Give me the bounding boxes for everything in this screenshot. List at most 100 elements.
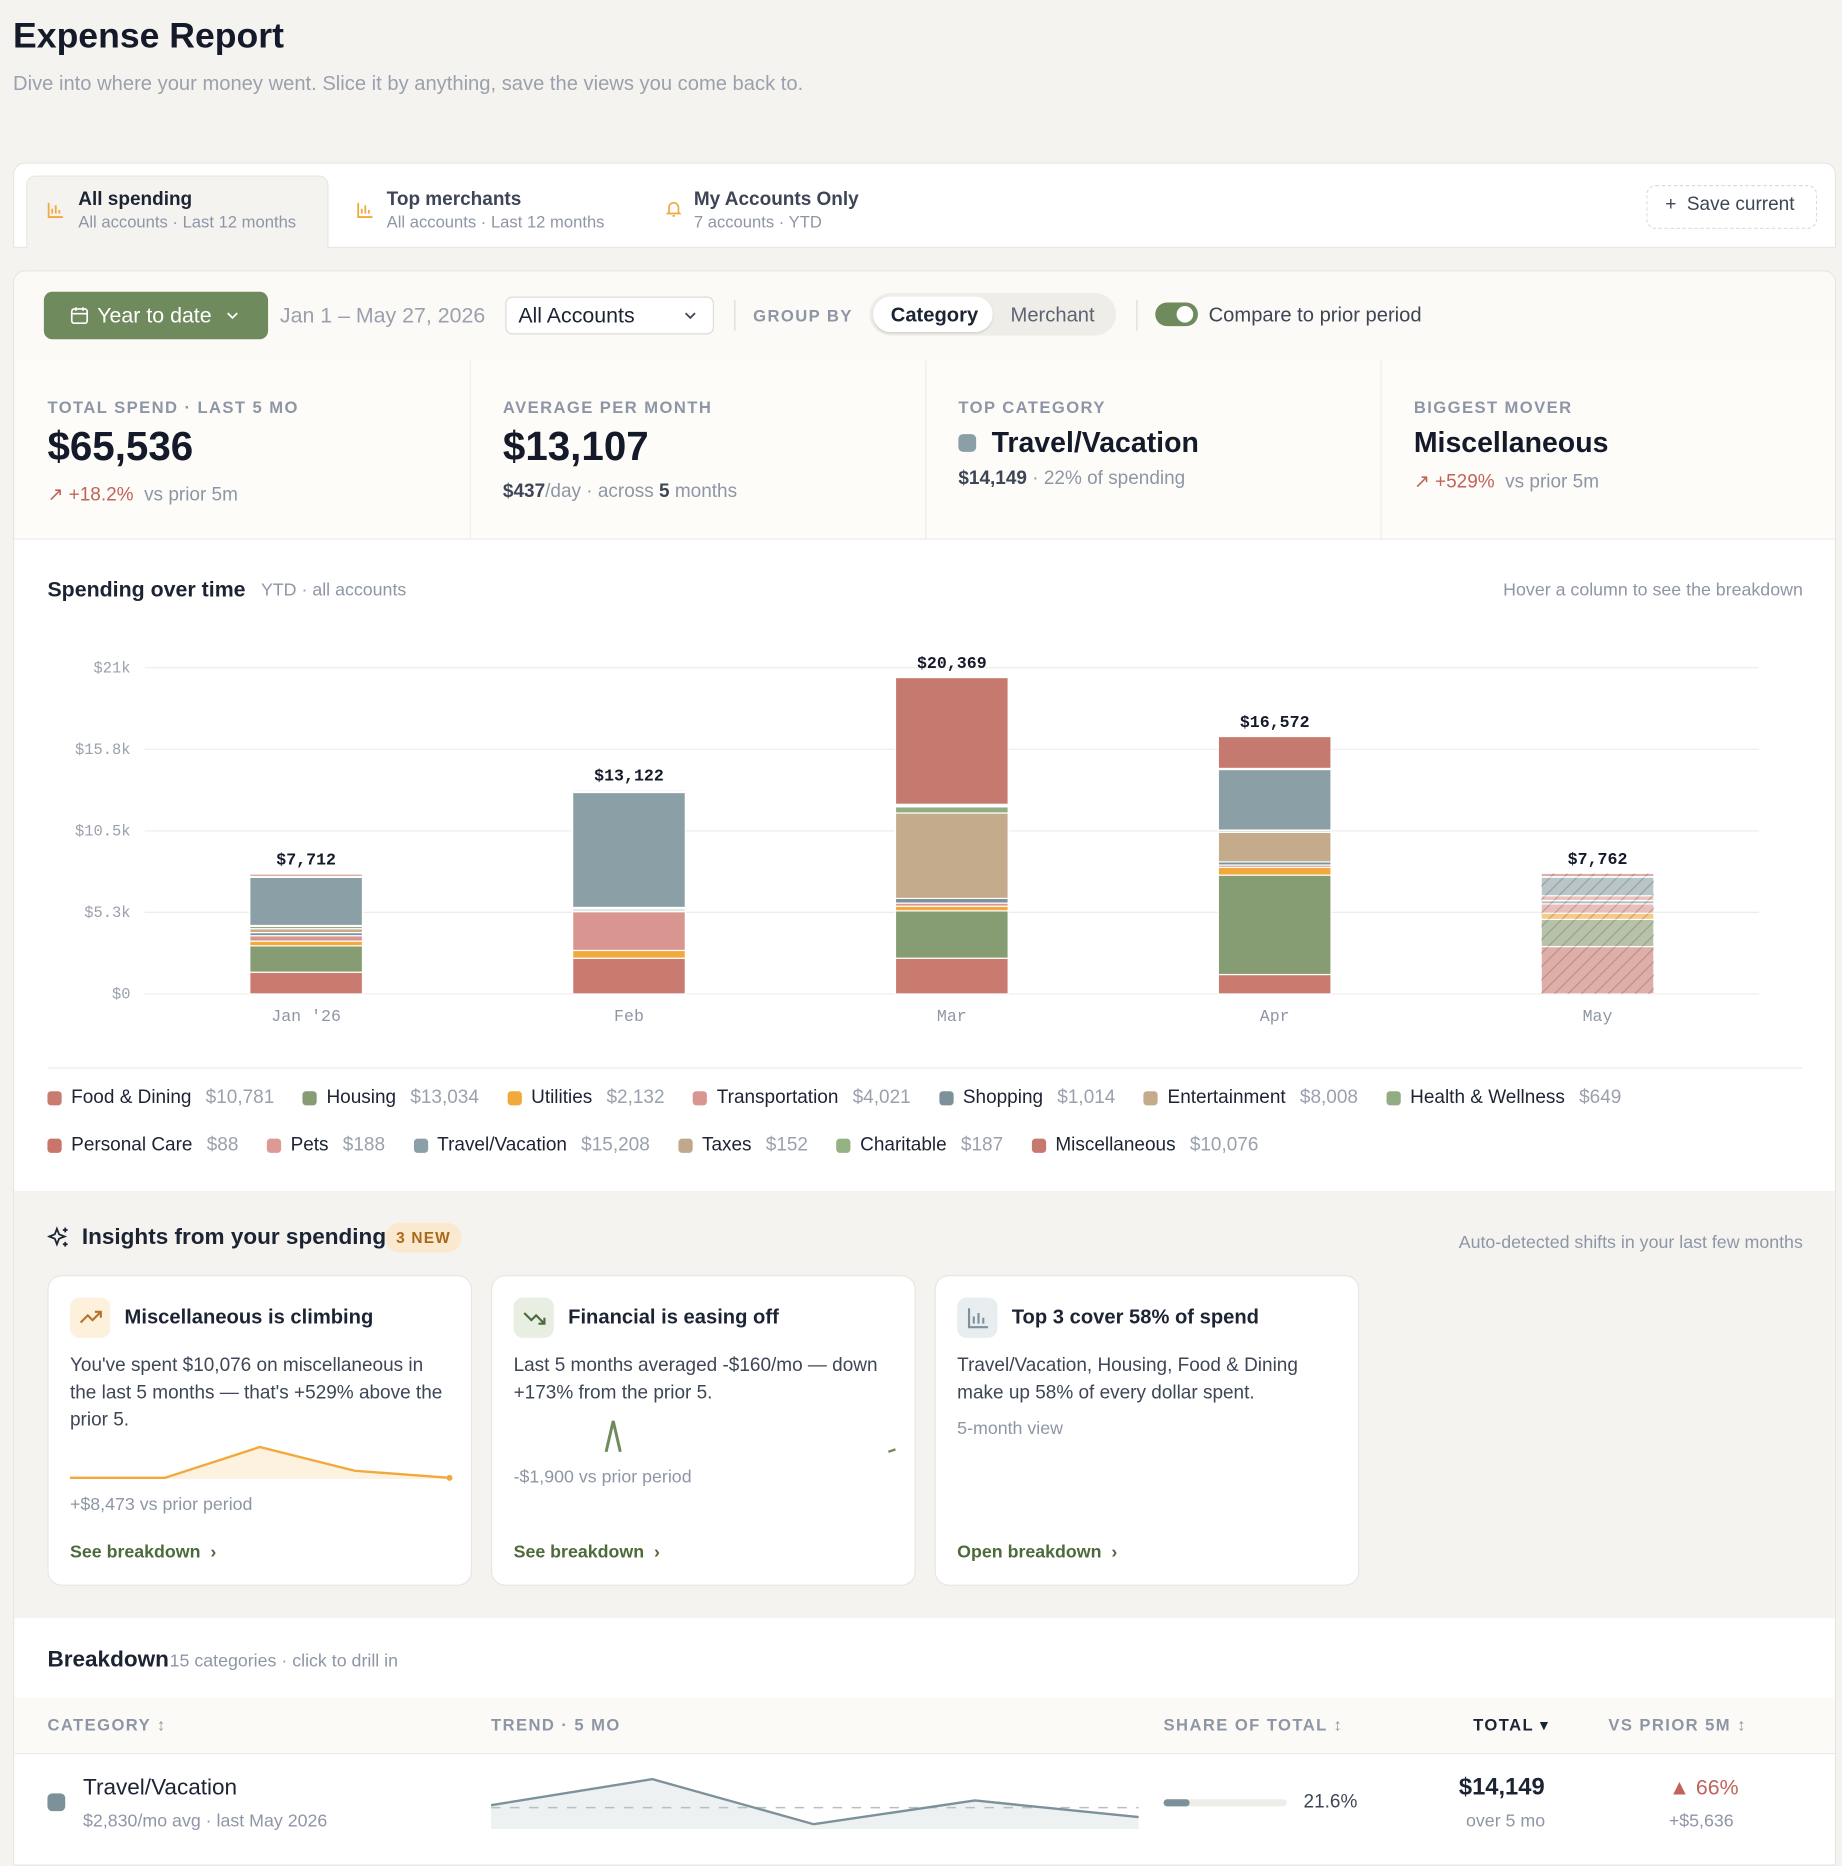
accounts-label[interactable]: All Accounts: [518, 304, 634, 329]
column-header[interactable]: CATEGORY ↕: [47, 1715, 166, 1734]
legend-value: $4,021: [853, 1088, 911, 1109]
breakdown-title: Breakdown: [47, 1647, 168, 1673]
column-label[interactable]: CATEGORY: [47, 1715, 150, 1734]
legend-swatch: [507, 1091, 521, 1105]
legend-item[interactable]: Travel/Vacation$15,208: [413, 1133, 649, 1159]
legend-item[interactable]: Utilities$2,132: [507, 1085, 664, 1111]
divider: [470, 361, 471, 539]
calendar-icon: [70, 306, 89, 325]
insight-card[interactable]: Miscellaneous is climbing You've spent $…: [47, 1275, 472, 1586]
bar-segment: [1218, 867, 1331, 875]
legend-item[interactable]: Health & Wellness$649: [1386, 1085, 1621, 1111]
insights-title: Insights from your spending: [82, 1225, 386, 1251]
row-name[interactable]: Travel/Vacation: [83, 1776, 237, 1802]
bar-segment: [895, 807, 1008, 813]
row-share: 21.6%: [1304, 1792, 1358, 1813]
bar-segment: [573, 792, 686, 907]
insight-link[interactable]: Open breakdown ›: [957, 1542, 1117, 1562]
insight-link[interactable]: See breakdown ›: [514, 1542, 660, 1562]
legend-item[interactable]: Personal Care$88: [47, 1133, 238, 1159]
legend-name: Pets: [291, 1135, 329, 1156]
legend-swatch: [678, 1139, 692, 1153]
divider: [1381, 361, 1382, 539]
row-total: $14,149: [1459, 1774, 1545, 1801]
insight-card[interactable]: Financial is easing off Last 5 months av…: [491, 1275, 916, 1586]
column-header[interactable]: VS PRIOR 5M ↕: [1608, 1715, 1746, 1734]
tab-icon: [357, 202, 374, 219]
link-text[interactable]: See breakdown: [514, 1542, 645, 1562]
tab-subtitle: All accounts · Last 12 months: [387, 212, 605, 231]
tab-icon: [47, 202, 64, 219]
compare-label[interactable]: Compare to prior period: [1209, 304, 1422, 328]
insight-card[interactable]: Top 3 cover 58% of spend Travel/Vacation…: [935, 1275, 1360, 1586]
detail-strong: $14,149: [958, 469, 1027, 489]
bar-hatch: [1541, 896, 1654, 901]
kpi-detail: $437/day · across 5 months: [503, 482, 737, 503]
legend-item[interactable]: Transportation $4,021: [693, 1085, 911, 1111]
bar-segment: [1218, 737, 1331, 769]
legend-value: $649: [1579, 1088, 1621, 1109]
trend-icon: ↗: [1414, 472, 1430, 492]
toggle[interactable]: [1155, 302, 1198, 326]
section-subtitle: YTD · all accounts: [261, 580, 406, 600]
bar-segment: [250, 936, 363, 941]
legend-item[interactable]: Charitable$187: [836, 1133, 1003, 1159]
detail: · 22% of spending: [1027, 469, 1185, 489]
insight-title: Miscellaneous is climbing: [125, 1306, 374, 1330]
column-header[interactable]: SHARE OF TOTAL ↕: [1164, 1715, 1344, 1734]
insight-body: Last 5 months averaged -$160/mo — down +…: [514, 1352, 896, 1407]
link-text[interactable]: See breakdown: [70, 1542, 201, 1562]
bar-segment: [250, 946, 363, 972]
insight-link[interactable]: See breakdown ›: [70, 1542, 216, 1562]
tab-title[interactable]: All spending: [78, 190, 192, 211]
column-header: TREND · 5 MO: [491, 1715, 621, 1734]
legend-name: Miscellaneous: [1055, 1135, 1175, 1156]
change-note: vs prior 5m: [144, 485, 238, 505]
legend-item[interactable]: Food & Dining$10,781: [47, 1085, 274, 1111]
legend-item[interactable]: Housing$13,034: [303, 1085, 479, 1111]
tab-title[interactable]: Top merchants: [387, 190, 522, 211]
column-label[interactable]: VS PRIOR 5M: [1608, 1715, 1731, 1734]
tab-title[interactable]: My Accounts Only: [694, 190, 859, 211]
legend-item[interactable]: Pets$188: [267, 1133, 385, 1159]
column-header[interactable]: TOTAL ▾: [1473, 1715, 1549, 1735]
insight-icon: [514, 1298, 554, 1338]
legend-value: $10,076: [1190, 1135, 1259, 1156]
insight-body: You've spent $10,076 on miscellaneous in…: [70, 1352, 452, 1434]
segment-label[interactable]: Merchant: [1011, 304, 1095, 328]
bar-hatch: [1541, 913, 1654, 919]
kpi-change: ↗ +18.2% vs prior 5m: [47, 483, 237, 507]
legend-name: Transportation: [717, 1088, 839, 1109]
legend-swatch: [47, 1091, 61, 1105]
bar-segment: [250, 874, 363, 876]
column-label[interactable]: TOTAL: [1473, 1715, 1534, 1734]
badge: 3 NEW: [385, 1223, 461, 1253]
x-tick-label: May: [1583, 1007, 1613, 1026]
bar-segment: [250, 877, 363, 925]
page-title: Expense Report: [13, 17, 284, 57]
column-label[interactable]: SHARE OF TOTAL: [1164, 1715, 1328, 1734]
up-triangle: ▲: [1669, 1776, 1690, 1800]
bar-segment: [1218, 770, 1331, 831]
legend-swatch: [267, 1139, 281, 1153]
kpi-label: TOP CATEGORY: [958, 397, 1105, 416]
bar-segment: [573, 912, 686, 951]
legend-value: $8,008: [1300, 1088, 1358, 1109]
divider: [47, 1067, 1802, 1068]
legend-swatch: [939, 1091, 953, 1105]
save-button-label[interactable]: + Save current: [1665, 195, 1794, 216]
segment-label[interactable]: Category: [891, 304, 978, 328]
legend-item[interactable]: Taxes$152: [678, 1133, 808, 1159]
legend-value: $15,208: [581, 1135, 650, 1156]
link-text[interactable]: Open breakdown: [957, 1542, 1101, 1562]
legend-swatch: [303, 1091, 317, 1105]
table-header: [14, 1697, 1836, 1754]
legend-value: $88: [207, 1135, 239, 1156]
bar-hatch: [1541, 904, 1654, 913]
legend-item[interactable]: Shopping$1,014: [939, 1085, 1115, 1111]
legend-item[interactable]: Entertainment$8,008: [1144, 1085, 1358, 1111]
toggle-knob: [1177, 306, 1194, 323]
period-label[interactable]: Year to date: [97, 304, 211, 329]
legend-swatch: [693, 1091, 707, 1105]
legend-item[interactable]: Miscellaneous $10,076: [1032, 1133, 1259, 1159]
